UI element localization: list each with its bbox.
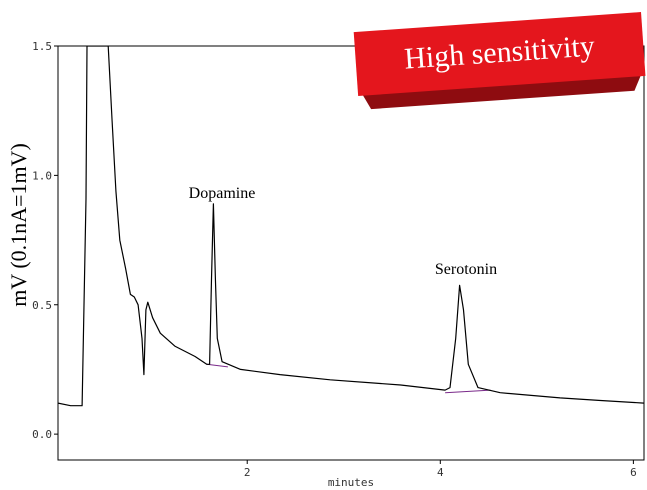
y-tick-label: 0.0 xyxy=(32,428,52,441)
x-axis-label: minutes xyxy=(328,476,374,489)
y-tick-label: 0.5 xyxy=(32,299,52,312)
x-tick-label: 4 xyxy=(437,466,444,479)
badge: High sensitivity xyxy=(353,12,646,110)
badge-shadow xyxy=(362,74,642,110)
annotation: Serotonin xyxy=(435,261,497,278)
annotation: Dopamine xyxy=(189,185,256,202)
baseline xyxy=(445,389,491,394)
y-tick-label: 1.0 xyxy=(32,169,52,182)
y-tick-label: 1.5 xyxy=(32,40,52,53)
x-tick-label: 2 xyxy=(244,466,251,479)
badge-box xyxy=(353,12,646,96)
trace xyxy=(58,46,644,407)
baseline xyxy=(206,363,228,368)
y-axis-label: mV (0.1nA=1mV) xyxy=(6,143,31,307)
plot-frame xyxy=(57,45,645,461)
x-tick-label: 6 xyxy=(630,466,637,479)
